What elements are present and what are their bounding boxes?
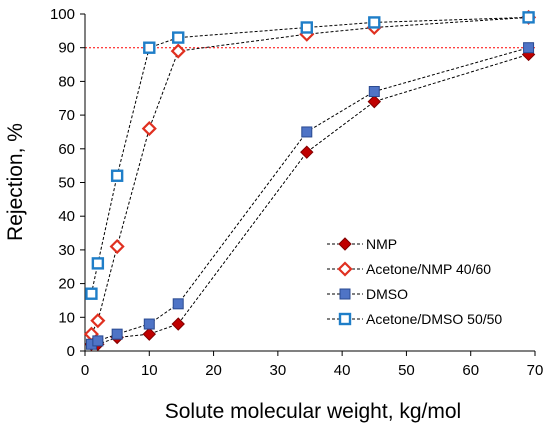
data-point [92,335,104,347]
data-point [171,317,185,331]
y-tick-label: 0 [67,343,75,360]
data-point [91,257,105,270]
series-layer [83,9,537,351]
data-point [523,42,535,54]
series-line [90,16,529,335]
data-point [143,41,156,54]
data-point [141,121,157,137]
y-tick-label: 80 [58,73,75,90]
y-tick-label: 70 [58,107,75,124]
data-point [300,145,314,159]
x-axis-title: Solute molecular weight, kg/mol [165,400,461,423]
data-point [368,16,381,29]
series-1 [83,9,537,342]
legend-label: DMSO [366,286,408,302]
legend-marker [339,288,351,300]
y-tick-label: 10 [58,309,75,326]
data-point [110,169,124,182]
y-tick-label: 30 [58,242,75,259]
data-point [109,238,125,255]
data-point [368,86,380,98]
data-point [300,21,313,34]
x-tick-label: 0 [81,362,89,379]
series-line [91,53,529,345]
data-point [111,328,123,340]
data-point [90,313,106,329]
ticks: 0 10 20 30 40 50 60 70 0 10 20 30 40 50 60 70 80 90 100 [50,6,543,379]
series-3 [85,11,535,300]
series-line [91,47,529,345]
series-0 [84,47,536,351]
data-point [301,126,313,138]
y-tick-label: 40 [58,208,75,225]
data-point [85,287,98,300]
legend-marker [338,237,352,251]
data-point [143,318,155,330]
data-point [172,298,184,310]
legend-marker [338,312,352,326]
y-tick-label: 100 [50,6,75,23]
y-tick-label: 90 [58,40,75,57]
x-tick-label: 10 [141,362,158,379]
x-tick-label: 70 [527,362,544,379]
legend-marker [337,261,353,277]
legend-label: NMP [366,236,397,252]
legend-item-1: Acetone/NMP 40/60 [327,261,491,277]
series-2 [85,42,535,350]
data-point [522,11,535,24]
x-tick-label: 60 [462,362,479,379]
series-line [90,16,529,294]
legend-item-0: NMP [327,236,397,252]
data-point [367,94,381,109]
legend-item-3: Acetone/DMSO 50/50 [327,311,502,327]
x-tick-label: 20 [205,362,222,379]
y-tick-label: 60 [58,141,75,158]
data-point [172,31,185,44]
y-tick-label: 20 [58,276,75,293]
legend-label: Acetone/DMSO 50/50 [366,311,502,327]
legend-item-2: DMSO [327,286,408,302]
x-tick-label: 50 [398,362,415,379]
legend-label: Acetone/NMP 40/60 [366,261,491,277]
y-axis-title: Rejection, % [4,123,27,241]
data-point [170,43,186,59]
x-tick-label: 30 [270,362,287,379]
x-tick-label: 40 [334,362,351,379]
legend: NMP Acetone/NMP 40/60 DMSO Acetone/DMSO 50/… [327,236,502,327]
data-point [142,327,156,341]
y-tick-label: 50 [58,175,75,192]
